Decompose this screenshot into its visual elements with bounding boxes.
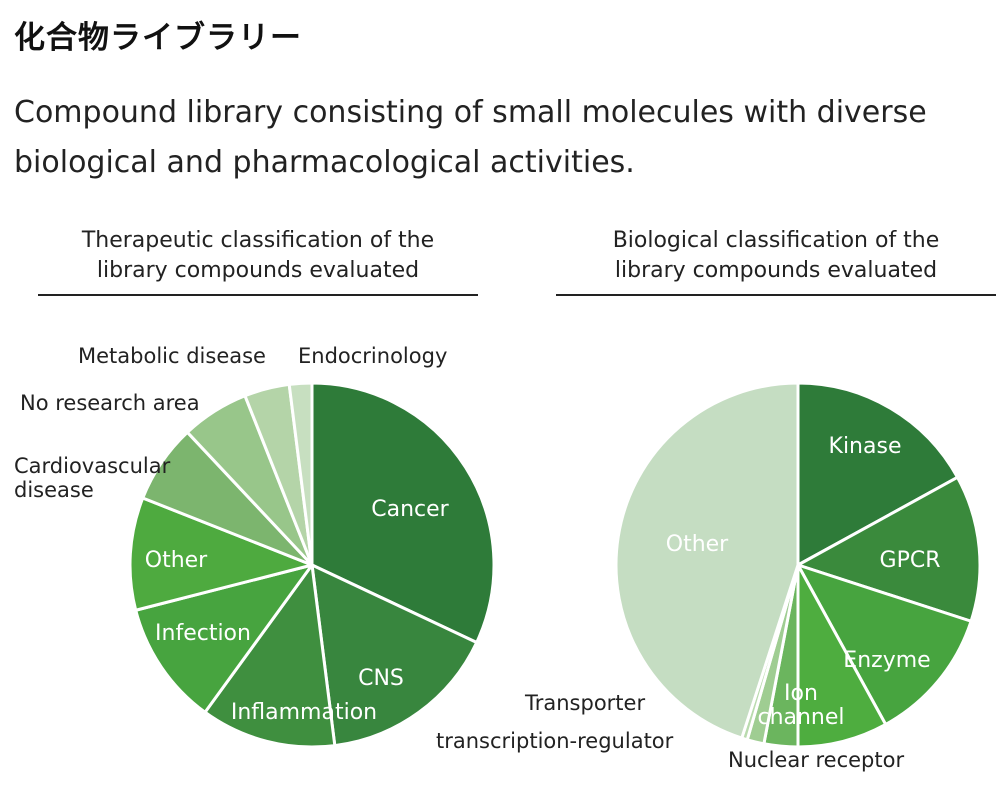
therapeutic-label-no-research-area: No research area	[20, 391, 200, 415]
therapeutic-slice-inflammation	[203, 563, 337, 749]
biological-pie	[614, 381, 982, 749]
biological-slice-kinase	[796, 381, 959, 567]
therapeutic-slice-other	[128, 496, 314, 612]
biological-label-enzyme: Enzyme	[843, 648, 930, 673]
therapeutic-chart-title-line1: Therapeutic classification of the	[81, 228, 435, 253]
page-title: 化合物ライブラリー	[14, 20, 302, 56]
biological-chart-title: Biological classification of the library…	[556, 226, 996, 296]
biological-label-other: Other	[666, 532, 729, 557]
therapeutic-pie	[128, 381, 496, 749]
therapeutic-label-cardiovascular-disease: Cardiovascular disease	[14, 454, 171, 502]
biological-slice-enzyme	[796, 563, 973, 726]
therapeutic-label-cancer: Cancer	[371, 497, 449, 522]
therapeutic-label-other: Other	[145, 548, 208, 573]
therapeutic-chart-header: Therapeutic classification of the librar…	[38, 226, 478, 296]
therapeutic-slice-infection	[134, 563, 314, 714]
biological-label-gpcr: GPCR	[880, 548, 941, 573]
therapeutic-label-endocrinology: Endocrinology	[298, 344, 447, 368]
biological-slice-ion-channel	[796, 563, 888, 749]
page-description: Compound library consisting of small mol…	[14, 95, 927, 180]
biological-chart-header: Biological classification of the library…	[556, 226, 996, 296]
biological-label-transcription-regulator: transcription-regulator	[436, 729, 674, 753]
biological-slice-gpcr	[796, 475, 982, 623]
therapeutic-chart-title: Therapeutic classification of the librar…	[38, 226, 478, 296]
biological-label-transporter: Transporter	[524, 691, 645, 715]
therapeutic-label-inflammation: Inflammation	[231, 700, 377, 725]
therapeutic-slice-cancer	[310, 381, 496, 644]
therapeutic-slice-endocrinology	[287, 381, 314, 567]
biological-slice-other	[614, 381, 800, 740]
biological-label-kinase: Kinase	[829, 434, 902, 459]
biological-chart-title-line2: library compounds evaluated	[614, 258, 938, 283]
therapeutic-label-cns: CNS	[358, 666, 404, 691]
therapeutic-slice-cns	[310, 563, 479, 748]
therapeutic-label-infection: Infection	[155, 621, 251, 646]
therapeutic-label-metabolic-disease: Metabolic disease	[78, 344, 266, 368]
biological-label-nuclear-receptor: Nuclear receptor	[728, 748, 904, 772]
biological-label-ion-channel: Ion channel	[757, 681, 844, 730]
biological-chart-title-line1: Biological classification of the	[612, 228, 940, 253]
therapeutic-chart-title-line2: library compounds evaluated	[96, 258, 420, 283]
